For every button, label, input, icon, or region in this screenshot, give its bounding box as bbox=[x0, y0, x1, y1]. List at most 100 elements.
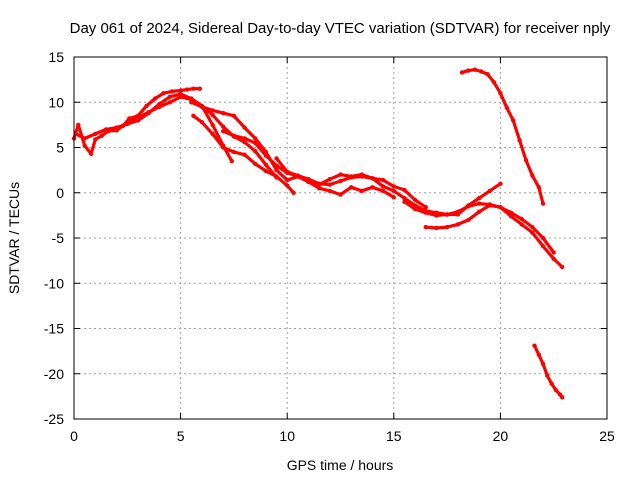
data-point bbox=[498, 205, 503, 210]
data-point bbox=[423, 205, 428, 210]
data-point bbox=[444, 212, 450, 217]
data-point bbox=[391, 195, 396, 200]
data-point bbox=[221, 124, 226, 129]
data-point bbox=[338, 178, 343, 184]
data-point bbox=[349, 185, 354, 190]
data-point bbox=[221, 110, 226, 116]
chart-title: Day 061 of 2024, Sidereal Day-to-day VTE… bbox=[70, 20, 611, 37]
data-point bbox=[545, 373, 550, 378]
data-point bbox=[242, 139, 247, 145]
data-point bbox=[127, 120, 132, 125]
data-point bbox=[157, 104, 162, 110]
data-point bbox=[491, 80, 497, 85]
x-tick-label: 0 bbox=[70, 428, 78, 444]
data-point bbox=[508, 210, 514, 215]
data-point bbox=[197, 86, 202, 91]
data-point bbox=[285, 177, 290, 183]
data-point bbox=[560, 264, 565, 270]
data-point bbox=[253, 148, 258, 154]
data-point bbox=[402, 187, 407, 193]
data-point bbox=[229, 158, 234, 164]
data-point bbox=[184, 87, 190, 92]
data-point bbox=[274, 156, 279, 161]
data-point bbox=[144, 103, 149, 109]
y-tick-label: -10 bbox=[44, 275, 64, 291]
data-point bbox=[253, 140, 258, 146]
data-point bbox=[466, 217, 471, 223]
data-point bbox=[434, 213, 439, 218]
data-point bbox=[242, 152, 247, 157]
data-point bbox=[530, 224, 535, 230]
data-point bbox=[274, 167, 279, 173]
data-point bbox=[76, 122, 81, 128]
data-point bbox=[466, 68, 471, 73]
data-point bbox=[476, 196, 482, 201]
data-point bbox=[359, 174, 364, 179]
data-point bbox=[178, 94, 183, 100]
data-point bbox=[370, 185, 375, 190]
y-tick-label: -20 bbox=[44, 366, 64, 382]
data-point bbox=[402, 196, 407, 201]
data-point bbox=[231, 149, 237, 155]
data-point bbox=[540, 361, 546, 366]
data-point bbox=[540, 235, 546, 241]
data-point bbox=[459, 70, 465, 75]
data-point bbox=[370, 176, 375, 181]
data-point bbox=[167, 100, 173, 105]
data-point bbox=[178, 88, 183, 93]
data-point bbox=[327, 177, 332, 182]
y-tick-label: -25 bbox=[44, 411, 64, 427]
data-point bbox=[380, 177, 386, 183]
x-tick-label: 20 bbox=[493, 428, 509, 444]
y-axis-label: SDTVAR / TECUs bbox=[6, 182, 22, 294]
data-point bbox=[551, 256, 556, 261]
data-point bbox=[338, 192, 343, 197]
ticks bbox=[73, 56, 608, 420]
data-point bbox=[402, 199, 407, 204]
data-point bbox=[263, 153, 269, 158]
data-point bbox=[380, 184, 386, 189]
y-tick-label: 0 bbox=[56, 185, 64, 201]
data-point bbox=[455, 209, 460, 214]
data-point bbox=[476, 209, 482, 214]
data-point bbox=[391, 184, 396, 189]
data-point bbox=[519, 222, 524, 227]
data-point bbox=[263, 168, 269, 174]
x-tick-label: 10 bbox=[279, 428, 295, 444]
data-point bbox=[210, 112, 215, 118]
data-point bbox=[498, 91, 503, 96]
x-tick-labels: 0 5 10 15 20 25 bbox=[70, 428, 615, 444]
data-point bbox=[82, 136, 87, 141]
data-point bbox=[472, 67, 477, 72]
data-point bbox=[540, 243, 546, 249]
data-point bbox=[444, 224, 450, 230]
data-point bbox=[189, 100, 194, 105]
data-point bbox=[291, 190, 296, 195]
data-point bbox=[231, 133, 237, 138]
data-point bbox=[359, 188, 364, 194]
data-point bbox=[221, 145, 226, 150]
data-point bbox=[412, 197, 418, 203]
data-point bbox=[532, 343, 537, 348]
data-point bbox=[242, 125, 247, 130]
data-point bbox=[161, 91, 166, 96]
y-tick-label: 5 bbox=[56, 140, 64, 156]
series-arc-1 bbox=[71, 86, 202, 156]
data-point bbox=[306, 177, 311, 182]
data-point bbox=[487, 202, 492, 207]
data-point bbox=[191, 113, 196, 119]
data-point bbox=[519, 216, 524, 222]
series-layer bbox=[71, 67, 565, 400]
data-point bbox=[455, 222, 460, 227]
data-point bbox=[523, 158, 529, 163]
data-point bbox=[327, 182, 332, 187]
data-point bbox=[295, 173, 301, 178]
data-point bbox=[114, 125, 119, 130]
data-point bbox=[466, 204, 471, 209]
series-arc-10 bbox=[459, 67, 546, 206]
data-point bbox=[169, 89, 175, 94]
data-point bbox=[82, 143, 87, 148]
data-point bbox=[127, 116, 132, 121]
x-tick-label: 5 bbox=[177, 428, 185, 444]
